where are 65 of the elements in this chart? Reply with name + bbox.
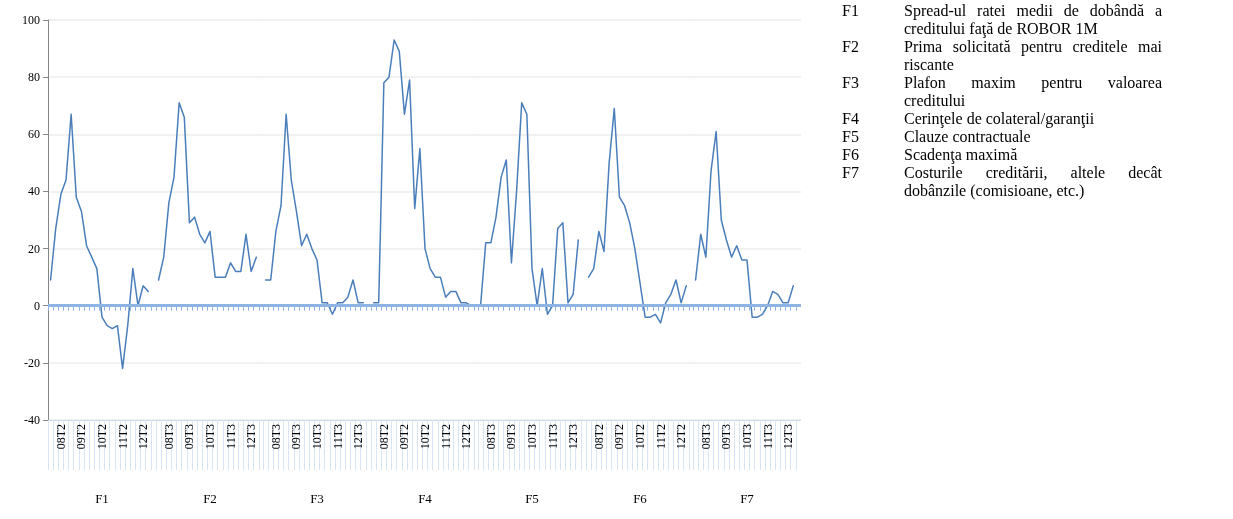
text: Scadenţa maximă (904, 146, 1019, 164)
text: Costurile creditării, altele decât dobânzile (comisioane, etc.) (904, 164, 1162, 200)
y-tick-label: 80 (28, 70, 40, 85)
x-axis-title: F2 (202, 491, 217, 506)
x-tick-label: 09T2 (74, 424, 89, 450)
x-tick-label: 09T3 (719, 424, 734, 450)
x-tick-label: 11T3 (760, 424, 775, 449)
x-tick-label: 12T3 (566, 424, 581, 450)
x-tick-label: 11T2 (653, 424, 668, 449)
y-tick-label: -20 (24, 355, 40, 370)
x-axis-title: F5 (525, 491, 539, 506)
x-tick-label: 11T2 (115, 424, 130, 449)
x-axis-title: F7 (740, 491, 755, 506)
text: F2 (842, 38, 860, 57)
y-tick-label: 40 (28, 184, 40, 199)
x-tick-label: 09T3 (289, 424, 304, 450)
x-tick-label: 08T2 (53, 424, 68, 450)
y-tick-label: 100 (22, 13, 40, 27)
x-tick-label: 10T2 (632, 424, 647, 450)
x-tick-label: 10T2 (95, 424, 109, 450)
text: Spread-ul ratei medii de dobândă a creditului faţă de ROBOR 1M (904, 2, 1162, 38)
x-tick-label: 10T2 (417, 424, 432, 450)
x-tick-label: 08T3 (268, 424, 283, 450)
x-tick-label: 12T2 (458, 424, 473, 450)
x-axis-title: F3 (310, 491, 324, 506)
x-axis-title: F4 (417, 491, 432, 506)
text: F7 (842, 164, 860, 183)
x-tick-label: 10T3 (310, 424, 324, 450)
y-tick-label: 60 (28, 127, 40, 142)
x-tick-label: 09T3 (504, 424, 519, 450)
x-tick-label: 08T3 (698, 424, 713, 450)
x-tick-label: 08T3 (483, 424, 498, 450)
x-tick-label: 09T2 (611, 424, 626, 450)
x-tick-label: 12T3 (243, 424, 258, 450)
y-tick-label: -40 (24, 413, 40, 427)
text: F1 (842, 2, 860, 21)
x-tick-label: 12T3 (781, 424, 796, 450)
text: Clauze contractuale (904, 128, 1032, 146)
x-tick-label: 09T3 (181, 424, 196, 450)
y-tick-label: 20 (28, 241, 40, 256)
x-tick-label: 11T2 (438, 424, 453, 449)
text: F5 (842, 128, 860, 146)
x-tick-label: 10T3 (740, 424, 754, 450)
text: Prima solicitată pentru creditele mai riscante (904, 38, 1162, 74)
x-tick-label: 11T3 (330, 424, 345, 449)
x-axis-title: F1 (95, 491, 109, 506)
x-tick-label: 12T2 (136, 424, 151, 450)
text: F6 (842, 146, 860, 164)
text: Plafon maxim pentru valoarea creditului (904, 74, 1162, 110)
text: F3 (842, 74, 860, 93)
text: F4 (842, 110, 860, 128)
x-tick-label: 12T3 (351, 424, 366, 450)
x-tick-label: 12T2 (673, 424, 688, 450)
x-tick-label: 11T3 (545, 424, 560, 449)
x-tick-label: 10T3 (202, 424, 217, 450)
x-tick-label: 08T2 (591, 424, 606, 450)
y-tick-label: 0 (34, 298, 40, 313)
x-tick-label: 08T2 (376, 424, 391, 450)
line-series (49, 113, 150, 370)
text: Cerinţele de colateral/garanţii (904, 110, 1096, 128)
x-tick-label: 10T3 (525, 424, 539, 450)
x-tick-label: 08T3 (161, 424, 176, 450)
x-tick-label: 11T3 (223, 424, 238, 449)
x-axis-title: F6 (632, 491, 647, 506)
x-tick-label: 09T2 (396, 424, 411, 450)
